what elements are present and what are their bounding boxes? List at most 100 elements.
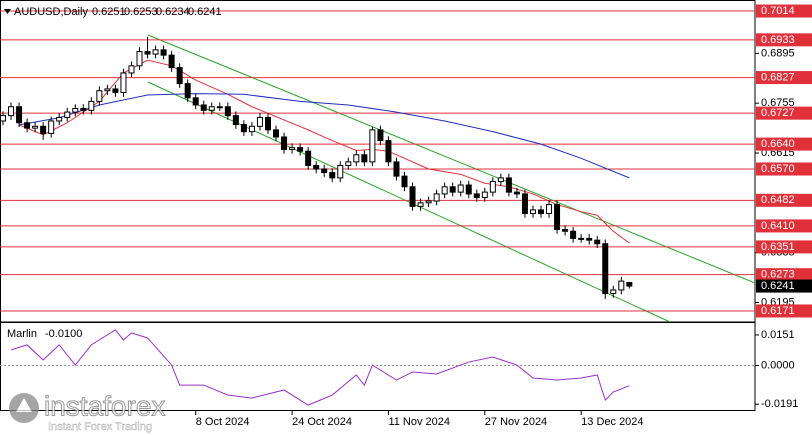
level-label: 0.6933 (761, 34, 795, 46)
candle-body (200, 104, 207, 111)
x-tick-label: 11 Nov 2024 (388, 416, 450, 428)
candle-body (297, 147, 304, 152)
level-label-box (756, 240, 812, 254)
candle-body (281, 136, 288, 150)
level-label: 0.6273 (761, 269, 795, 281)
candle-body (160, 49, 167, 56)
candle-body (224, 106, 231, 117)
candle-body (248, 125, 255, 133)
indicator-y-tick-label: 0.0000 (761, 359, 795, 371)
candle-body (208, 106, 215, 111)
candle-body (240, 124, 247, 133)
candle-body (305, 150, 312, 166)
level-label-box (756, 304, 812, 318)
candle-body (369, 129, 376, 163)
candle-body (457, 184, 464, 193)
level-label-box (756, 219, 812, 233)
x-tick-label: 13 Dec 2024 (581, 416, 643, 428)
level-label: 0.7014 (761, 5, 795, 17)
candle-body (578, 237, 585, 240)
level-label-box (756, 71, 812, 85)
current-price-label: 0.6241 (761, 280, 795, 292)
candle-body (144, 51, 151, 55)
candle-body (377, 129, 384, 142)
candle-body (618, 280, 625, 291)
candle-body (184, 83, 191, 99)
header: AUDUSD,Daily 0.6251 0.6253 0.6234 0.6241 (4, 6, 222, 18)
candle-body (337, 164, 344, 179)
candle-body (88, 100, 95, 111)
header-open: 0.6251 (92, 6, 126, 18)
candle-body (256, 116, 263, 127)
header-close: 0.6241 (188, 6, 222, 18)
candle-body (521, 193, 528, 214)
level-label: 0.6727 (761, 107, 795, 119)
candle-body (602, 243, 609, 295)
candle-body (570, 230, 577, 239)
watermark-tagline: Instant Forex Trading (48, 421, 152, 433)
indicator-plot (0, 329, 755, 406)
level-label-box (756, 162, 812, 176)
y-tick-label: 0.6755 (761, 97, 795, 109)
candle-body (32, 125, 39, 129)
candle-body (120, 72, 127, 94)
indicator-panel-frame (0, 322, 756, 411)
watermark-brand: instaforex (44, 390, 165, 421)
indicator-name: Marlin (7, 328, 37, 340)
moving-average (18, 93, 630, 179)
indicator-y-tick-label: -0.0191 (761, 398, 798, 410)
candle-body (345, 161, 352, 166)
candle-body (8, 106, 15, 117)
level-label: 0.6570 (761, 163, 795, 175)
candle-body (473, 193, 480, 198)
candle-body (232, 115, 239, 126)
level-label-box (756, 33, 812, 47)
candle-body (353, 154, 360, 163)
candle-body (497, 177, 504, 182)
candle-body (546, 204, 553, 214)
y-tick-label: 0.6895 (761, 47, 795, 59)
candle-body (505, 177, 512, 193)
candle-body (176, 67, 183, 85)
candle-body (329, 172, 336, 179)
candle-body (128, 65, 135, 74)
candle-body (610, 289, 617, 295)
x-tick-label: 8 Oct 2024 (196, 416, 250, 428)
candle-body (289, 147, 296, 150)
candle-body (64, 111, 71, 118)
candle-body (538, 209, 545, 214)
candle-body (40, 125, 47, 134)
candle-body (48, 120, 55, 134)
level-label-box (756, 137, 812, 151)
candle-body (264, 116, 271, 131)
candle-body (489, 180, 496, 193)
candle-body (417, 202, 424, 207)
level-label-box (756, 193, 812, 207)
indicator-y-tick-label: 0.0151 (761, 329, 795, 341)
current-price-box (756, 279, 812, 293)
indicator-line (10, 329, 630, 406)
level-label-box (756, 106, 812, 120)
level-label: 0.6827 (761, 71, 795, 83)
candle-body (361, 154, 368, 163)
candle-body (465, 184, 472, 195)
candle-body (216, 106, 223, 109)
candle-body (313, 164, 320, 170)
channel-upper (147, 34, 755, 284)
symbol: AUDUSD,Daily (14, 6, 88, 18)
candle-body (626, 282, 633, 287)
candle-body (433, 193, 440, 202)
candle-body (112, 88, 119, 94)
header-low: 0.6234 (156, 6, 190, 18)
candle-body (594, 239, 601, 245)
candle-body (481, 191, 488, 198)
candle-body (449, 186, 456, 193)
header-high: 0.6253 (124, 6, 158, 18)
candle-body (136, 51, 143, 67)
candle-body (586, 237, 593, 241)
candle-body (152, 49, 159, 55)
candle-body (0, 115, 6, 122)
candle-body (385, 140, 392, 163)
